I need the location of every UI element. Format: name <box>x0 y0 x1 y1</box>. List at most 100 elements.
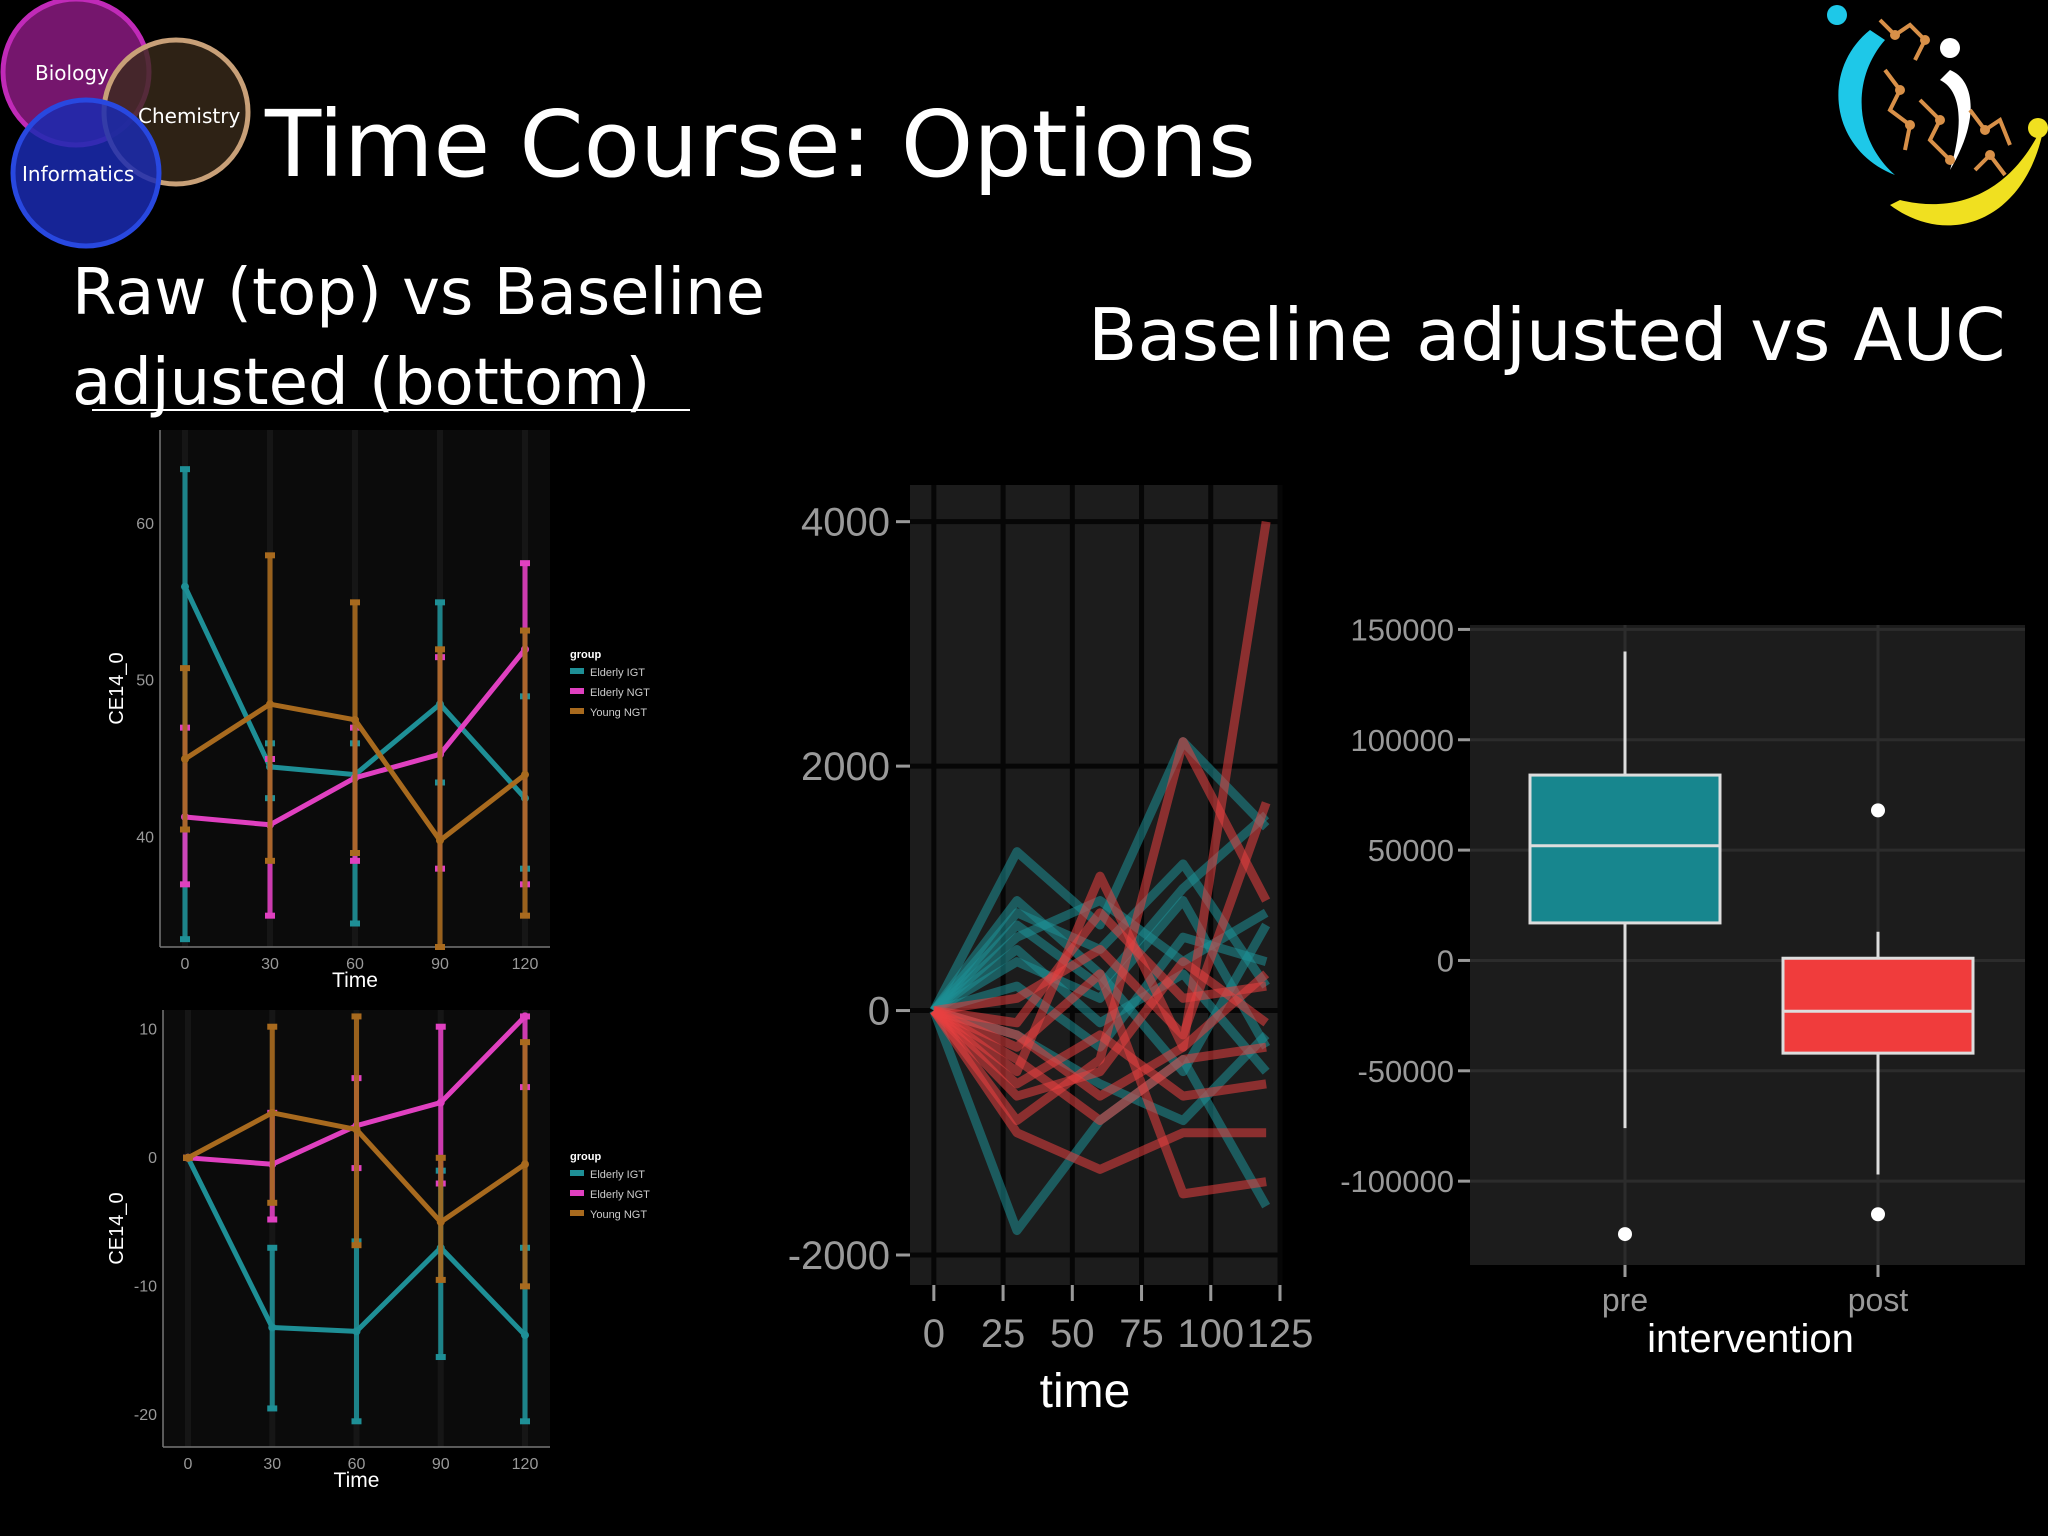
x-axis-label: Time <box>334 1469 380 1492</box>
left-heading-line1: Raw (top) vs Baseline <box>72 256 766 330</box>
legend-label-0: Elderly IGT <box>590 667 645 679</box>
error-cap-low-2-2 <box>351 1242 362 1249</box>
data-point-2-3 <box>436 836 444 845</box>
error-cap-low-2-3 <box>435 1276 446 1283</box>
box-pre <box>1528 651 1722 1242</box>
box-post <box>1781 803 1975 1222</box>
trajectory-line-0 <box>929 737 1270 1013</box>
data-point-0-2 <box>352 1327 361 1336</box>
trajectory-line-9 <box>931 944 1270 1075</box>
data-point-2-2 <box>352 1125 361 1134</box>
left-heading: Raw (top) vs Baseline adjusted (bottom) <box>72 248 772 428</box>
outlier-1-0 <box>1871 803 1885 818</box>
error-cap-high-2-0 <box>180 665 190 672</box>
x-tick-label-3: 90 <box>432 1456 450 1473</box>
data-point-0-1 <box>268 1323 277 1332</box>
error-cap-low-0-1 <box>267 1405 278 1412</box>
legend-swatch-2 <box>570 708 584 714</box>
error-cap-high-2-2 <box>350 599 360 606</box>
raw-time-course-chart: 40 50 60 0 30 60 90 120 Time CE14_0 group Elderly I… <box>106 430 650 992</box>
x-axis-label: Time <box>332 969 378 992</box>
data-point-2-0 <box>184 1153 192 1162</box>
y-tick-label-0: -100000 <box>1340 1164 1454 1199</box>
x-tick-label-4: 120 <box>512 1456 539 1473</box>
x-tick-label-1: post <box>1848 1282 1909 1318</box>
x-tick-label-3: 90 <box>431 956 449 973</box>
error-cap-low-0-2 <box>351 1418 362 1425</box>
trajectory-line-12 <box>932 969 1267 1199</box>
x-axis-label: time <box>1040 1365 1131 1418</box>
legend-swatch-0 <box>570 1170 584 1176</box>
error-cap-low-0-4 <box>520 1418 530 1425</box>
trajectory-line-16 <box>930 1007 1267 1101</box>
x-tick-label-4: 120 <box>512 956 539 973</box>
y-tick-label-0: -2000 <box>788 1234 890 1278</box>
error-cap-high-2-1 <box>265 552 275 559</box>
trajectory-line-19 <box>930 957 1269 1101</box>
error-cap-low-2-1 <box>267 1199 278 1206</box>
left-heading-line2: adjusted (bottom) <box>72 346 651 420</box>
error-cap-high-2-3 <box>435 1154 446 1161</box>
y-tick-label-3: 50000 <box>1368 833 1454 868</box>
individual-trajectories-chart: -2000 0 2000 4000 0 25 50 75 100 125 time <box>788 485 1314 1418</box>
y-axis-label: CE14_0 <box>106 652 128 724</box>
y-tick-label-2: 0 <box>148 1150 157 1167</box>
error-cap-low-0-3 <box>435 1354 446 1361</box>
legend-swatch-1 <box>570 688 584 694</box>
legend-swatch-0 <box>570 668 584 674</box>
legend-label-2: Young NGT <box>590 707 647 719</box>
data-point-2-4 <box>521 770 529 779</box>
error-cap-low-2-2 <box>350 850 360 856</box>
venn-label-chemistry: Chemistry <box>138 104 240 128</box>
trajectory-line-13 <box>930 1008 1267 1174</box>
series-2 <box>180 552 530 950</box>
y-tick-label-3: 10 <box>139 1021 157 1038</box>
data-point-2-0 <box>181 755 189 763</box>
x-axis-label: intervention <box>1647 1317 1854 1361</box>
error-cap-low-2-4 <box>520 1283 530 1290</box>
error-cap-low-2-1 <box>265 857 275 864</box>
y-tick-label-2: 0 <box>1437 943 1454 978</box>
x-tick-label-0: 0 <box>181 956 190 973</box>
y-tick-label-1: -10 <box>134 1278 157 1295</box>
error-cap-low-0-0 <box>180 936 190 943</box>
legend-label-1: Elderly NGT <box>590 687 650 699</box>
y-tick-label-3: 4000 <box>801 501 890 545</box>
error-cap-high-0-1 <box>267 1244 278 1251</box>
legend-swatch-2 <box>570 1210 584 1216</box>
error-cap-high-1-3 <box>435 1023 446 1030</box>
x-tick-label-5: 125 <box>1247 1312 1314 1356</box>
data-point-0-0 <box>181 582 189 591</box>
error-cap-high-2-4 <box>520 627 530 634</box>
legend-label-1: Elderly NGT <box>590 1189 650 1201</box>
baseline-adjusted-time-course-chart: -20 -10 0 10 0 30 60 90 120 Time CE14_0 group Elderl… <box>106 1010 650 1492</box>
x-tick-label-2: 60 <box>348 1456 366 1473</box>
data-point-2-1 <box>268 1108 277 1117</box>
data-point-1-3 <box>436 1098 445 1107</box>
legend-swatch-1 <box>570 1190 584 1196</box>
trajectory-line-14 <box>932 970 1270 1101</box>
data-point-2-1 <box>266 700 274 709</box>
y-tick-label-4: 100000 <box>1351 723 1454 758</box>
y-tick-label-1: 0 <box>868 990 890 1034</box>
y-tick-label-1: -50000 <box>1357 1054 1454 1089</box>
error-cap-low-0-2 <box>350 920 360 927</box>
slide-title: Time Course: Options <box>265 91 1256 198</box>
right-heading: Baseline adjusted vs AUC <box>1088 293 2006 377</box>
error-cap-low-2-4 <box>520 912 530 919</box>
legend-label-0: Elderly IGT <box>590 1169 645 1181</box>
data-point-2-4 <box>521 1160 529 1169</box>
outlier-1-1 <box>1871 1207 1885 1222</box>
error-cap-low-1-1 <box>267 1216 278 1223</box>
x-tick-label-1: 25 <box>981 1312 1026 1356</box>
left-heading-underline <box>92 409 690 411</box>
x-tick-label-0: 0 <box>184 1456 193 1473</box>
venn-label-informatics: Informatics <box>22 162 134 186</box>
y-tick-label-2: 60 <box>136 516 154 533</box>
series-2 <box>183 1013 530 1290</box>
error-cap-high-1-4 <box>520 560 530 567</box>
x-tick-label-2: 50 <box>1050 1312 1095 1356</box>
data-point-1-4 <box>521 1012 529 1021</box>
molecule-logo-icon <box>1827 5 2048 226</box>
trajectory-line-17 <box>933 908 1267 1028</box>
